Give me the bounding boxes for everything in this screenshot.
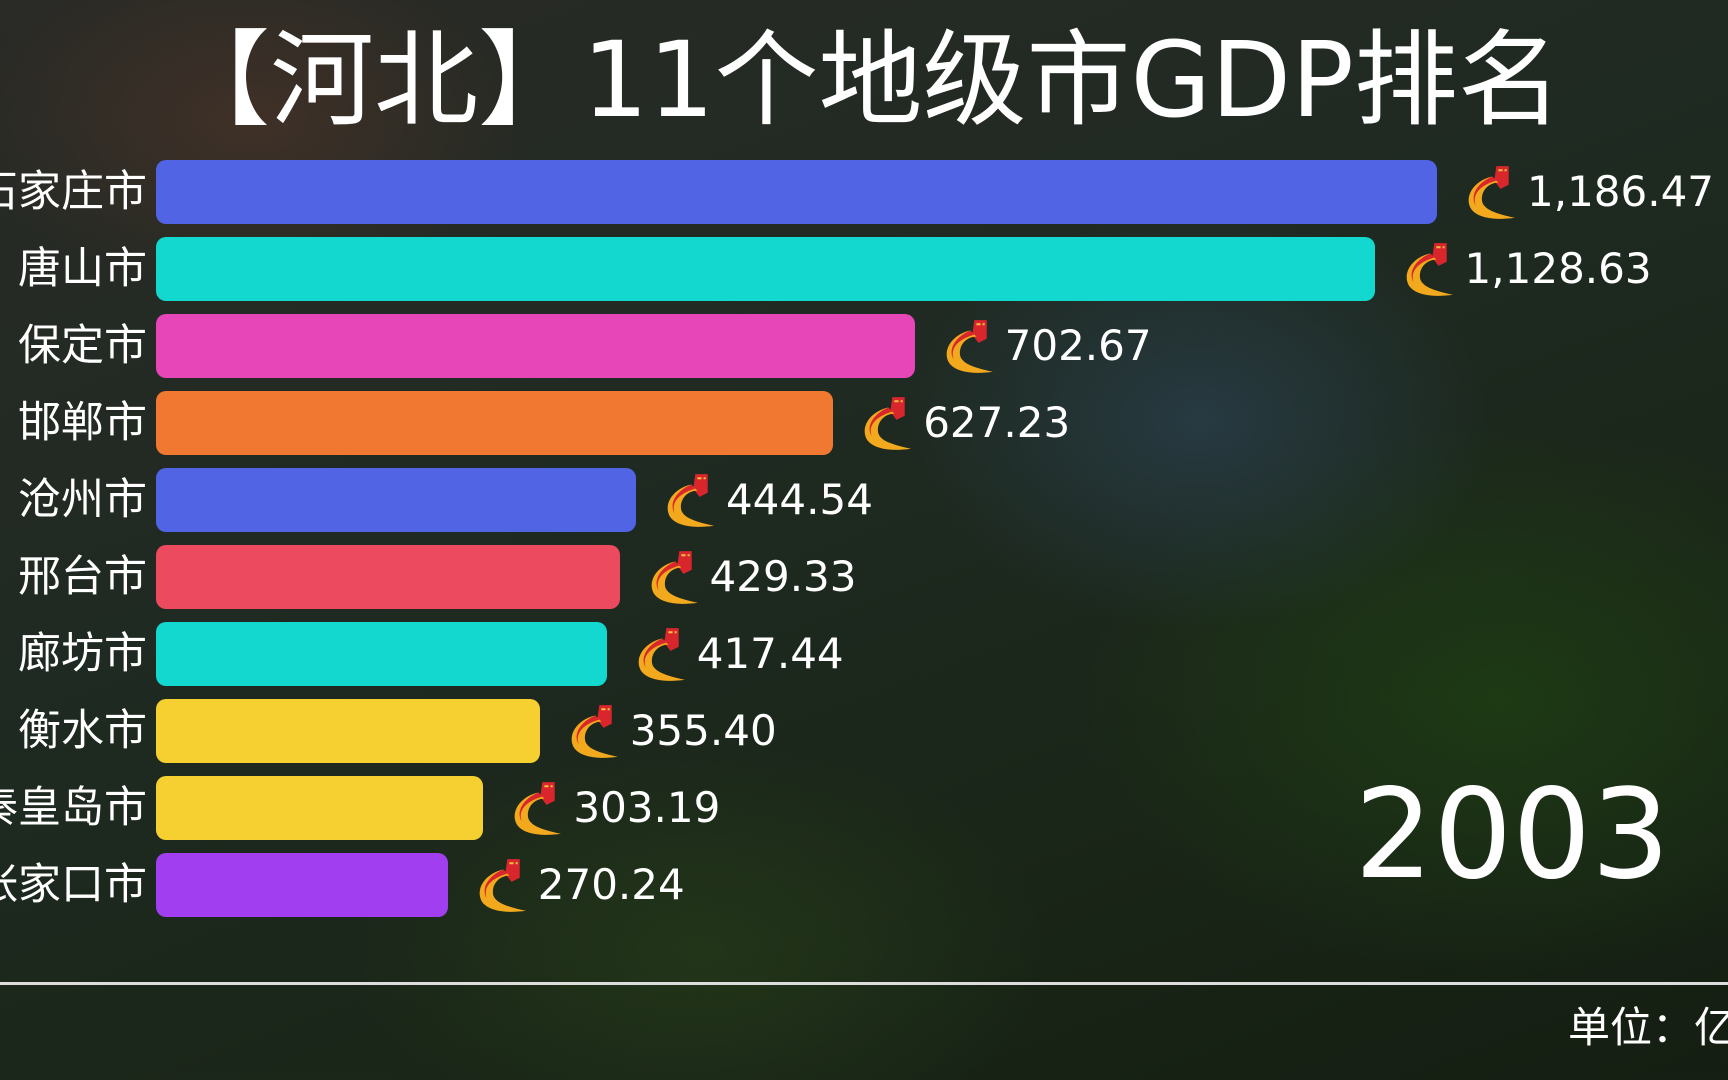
bar [156, 391, 834, 455]
category-label: 石家庄市 [0, 167, 147, 217]
hebei-logo-icon [625, 624, 687, 686]
value-label: 417.44 [696, 629, 844, 678]
category-label: 邯郸市 [18, 398, 147, 448]
category-label: 沧州市 [18, 475, 147, 525]
value-label: 303.19 [573, 783, 721, 832]
category-label: 秦皇岛市 [0, 783, 147, 833]
value-label: 1,186.47 [1527, 167, 1715, 216]
hebei-logo-icon [638, 547, 700, 609]
category-label: 衡水市 [18, 706, 147, 756]
bar [156, 314, 915, 378]
hebei-logo-icon [1455, 162, 1517, 224]
value-label: 429.33 [709, 552, 857, 601]
category-label: 邢台市 [18, 552, 147, 602]
value-label: 270.24 [537, 860, 685, 909]
hebei-logo-icon [501, 778, 563, 840]
chart-title: 【河北】11个地级市GDP排名 [166, 19, 1562, 141]
hebei-logo-icon [654, 470, 716, 532]
category-label: 张家口市 [0, 860, 147, 910]
bar [156, 468, 636, 532]
bar [156, 699, 540, 763]
value-label: 702.67 [1004, 321, 1152, 370]
hebei-logo-icon [1393, 239, 1455, 301]
category-label: 廊坊市 [18, 629, 147, 679]
hebei-logo-icon [851, 393, 913, 455]
unit-label: 单位：亿元 [1568, 1003, 1728, 1052]
category-label: 保定市 [18, 321, 147, 371]
value-label: 627.23 [923, 398, 1071, 447]
hebei-logo-icon [466, 855, 528, 917]
value-label: 355.40 [629, 706, 777, 755]
category-label: 唐山市 [18, 244, 147, 294]
hebei-logo-icon [933, 316, 995, 378]
baseline-divider [0, 982, 1728, 985]
bar [156, 160, 1437, 224]
hebei-logo-icon [558, 701, 620, 763]
bar [156, 545, 620, 609]
bar [156, 776, 484, 840]
year-label: 2003 [1354, 763, 1670, 907]
bar [156, 622, 607, 686]
bar [156, 237, 1375, 301]
bar [156, 853, 448, 917]
value-label: 444.54 [725, 475, 873, 524]
value-label: 1,128.63 [1464, 244, 1652, 293]
